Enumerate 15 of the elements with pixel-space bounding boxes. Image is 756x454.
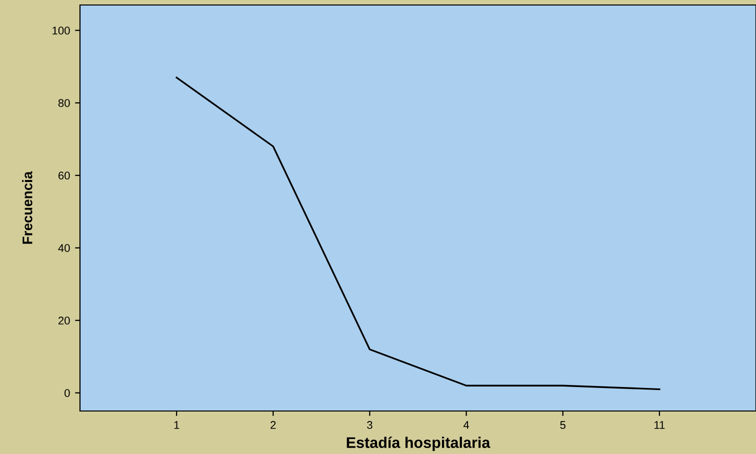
x-tick-label: 4	[463, 421, 470, 429]
x-tick-label: 2	[270, 421, 276, 429]
line-series	[176, 76, 660, 390]
y-tick-label: 100	[52, 26, 70, 35]
y-axis-title: Frecuencia	[22, 171, 32, 244]
x-tick-label: 11	[654, 421, 665, 429]
x-tick-label: 3	[367, 421, 372, 429]
x-tick-label: 5	[560, 421, 566, 429]
y-tick-label: 80	[58, 99, 70, 108]
x-tick-label: 1	[174, 421, 180, 429]
x-axis-title: Estadía hospitalaria	[346, 436, 490, 452]
y-tick-label: 60	[58, 172, 70, 180]
y-tick-label: 0	[64, 389, 70, 398]
y-tick-label: 40	[58, 244, 70, 252]
y-tick-label: 20	[58, 316, 70, 325]
